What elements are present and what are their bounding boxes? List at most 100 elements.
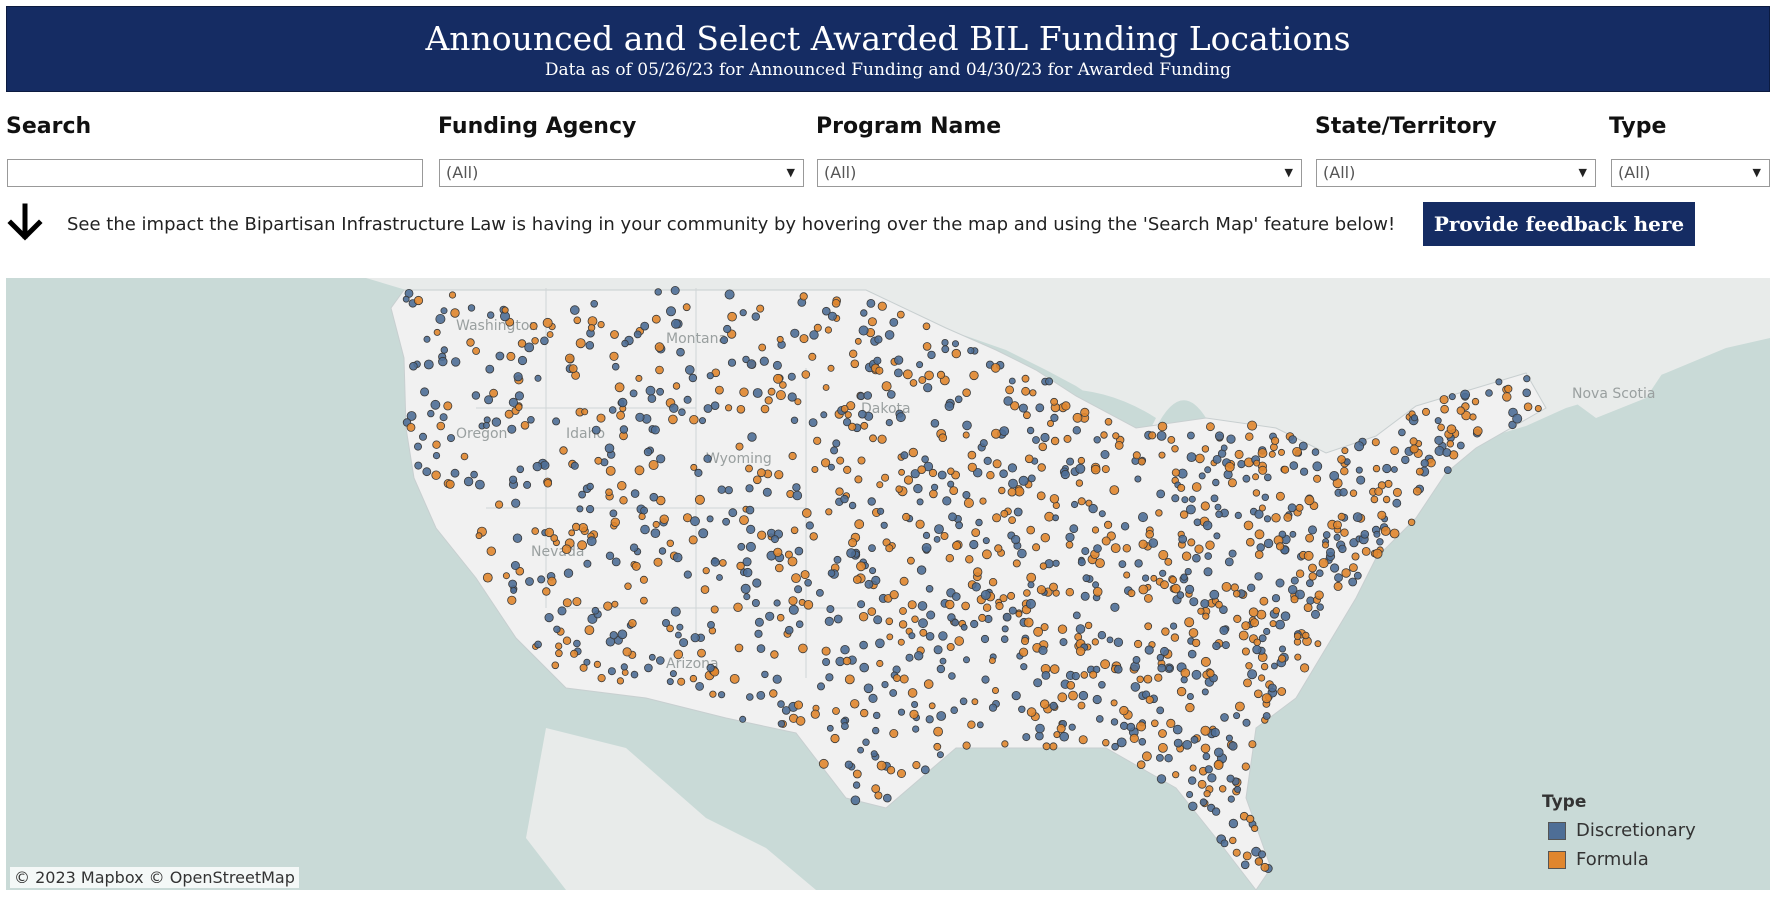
formula-marker[interactable] [767, 387, 776, 396]
discretionary-marker[interactable] [999, 469, 1008, 479]
formula-marker[interactable] [776, 613, 785, 622]
formula-marker[interactable] [734, 643, 744, 653]
discretionary-marker[interactable] [1170, 622, 1178, 630]
formula-marker[interactable] [791, 573, 801, 584]
discretionary-marker[interactable] [644, 663, 653, 673]
formula-marker[interactable] [854, 337, 862, 345]
formula-marker[interactable] [898, 468, 905, 476]
formula-marker[interactable] [907, 556, 915, 565]
discretionary-marker[interactable] [922, 531, 931, 539]
discretionary-marker[interactable] [948, 512, 957, 522]
formula-marker[interactable] [1314, 590, 1324, 600]
discretionary-marker[interactable] [591, 425, 601, 435]
formula-marker[interactable] [1258, 674, 1266, 682]
discretionary-marker[interactable] [746, 524, 756, 534]
formula-marker[interactable] [1049, 582, 1058, 592]
discretionary-marker[interactable] [756, 644, 766, 653]
discretionary-marker[interactable] [717, 691, 726, 699]
discretionary-marker[interactable] [510, 560, 520, 570]
discretionary-marker[interactable] [1110, 602, 1120, 612]
discretionary-marker[interactable] [676, 347, 685, 357]
formula-marker[interactable] [867, 317, 877, 327]
discretionary-marker[interactable] [1075, 624, 1086, 634]
formula-marker[interactable] [776, 335, 784, 343]
discretionary-marker[interactable] [963, 656, 971, 664]
formula-marker[interactable] [1389, 528, 1400, 539]
discretionary-marker[interactable] [470, 470, 478, 479]
formula-marker[interactable] [799, 292, 808, 301]
discretionary-marker[interactable] [944, 401, 955, 411]
formula-marker[interactable] [529, 322, 538, 331]
discretionary-marker[interactable] [1391, 466, 1398, 473]
discretionary-marker[interactable] [925, 715, 934, 724]
discretionary-marker[interactable] [833, 614, 843, 624]
formula-marker[interactable] [1218, 785, 1227, 793]
formula-marker[interactable] [825, 508, 833, 516]
discretionary-marker[interactable] [1050, 413, 1059, 422]
discretionary-marker[interactable] [1156, 653, 1165, 662]
formula-marker[interactable] [1469, 413, 1477, 421]
discretionary-marker[interactable] [467, 304, 476, 312]
discretionary-marker[interactable] [933, 645, 943, 655]
discretionary-marker[interactable] [611, 362, 620, 371]
discretionary-marker[interactable] [669, 403, 679, 413]
formula-marker[interactable] [700, 585, 710, 594]
formula-marker[interactable] [1169, 576, 1177, 584]
discretionary-marker[interactable] [1460, 389, 1471, 400]
discretionary-marker[interactable] [1038, 645, 1048, 655]
discretionary-marker[interactable] [662, 618, 671, 627]
formula-marker[interactable] [1032, 543, 1041, 552]
formula-marker[interactable] [489, 388, 499, 398]
discretionary-marker[interactable] [491, 417, 502, 427]
discretionary-marker[interactable] [920, 765, 930, 775]
formula-marker[interactable] [1138, 584, 1149, 595]
formula-marker[interactable] [1037, 463, 1046, 472]
discretionary-marker[interactable] [1204, 765, 1213, 774]
discretionary-marker[interactable] [591, 606, 600, 615]
formula-marker[interactable] [854, 475, 863, 484]
formula-marker[interactable] [1109, 485, 1120, 496]
discretionary-marker[interactable] [1156, 430, 1167, 441]
formula-marker[interactable] [1232, 848, 1241, 857]
formula-marker[interactable] [640, 596, 648, 605]
discretionary-marker[interactable] [955, 521, 963, 530]
discretionary-marker[interactable] [1008, 377, 1016, 385]
discretionary-marker[interactable] [927, 350, 936, 360]
formula-marker[interactable] [860, 708, 869, 718]
formula-marker[interactable] [1384, 479, 1393, 488]
formula-marker[interactable] [727, 311, 737, 322]
discretionary-marker[interactable] [939, 657, 947, 665]
discretionary-marker[interactable] [1212, 641, 1221, 651]
formula-marker[interactable] [609, 351, 619, 361]
formula-marker[interactable] [1374, 487, 1383, 496]
formula-marker[interactable] [1258, 504, 1266, 512]
discretionary-marker[interactable] [840, 645, 850, 655]
formula-marker[interactable] [1144, 593, 1153, 603]
formula-marker[interactable] [881, 473, 890, 482]
formula-marker[interactable] [1085, 499, 1093, 507]
discretionary-marker[interactable] [1434, 417, 1442, 425]
discretionary-marker[interactable] [1035, 731, 1044, 741]
formula-marker[interactable] [1047, 419, 1055, 427]
formula-marker[interactable] [611, 600, 619, 608]
discretionary-marker[interactable] [1228, 741, 1238, 751]
discretionary-marker[interactable] [788, 604, 799, 615]
formula-marker[interactable] [1349, 489, 1358, 497]
formula-marker[interactable] [1005, 385, 1014, 395]
formula-marker[interactable] [945, 554, 954, 563]
discretionary-marker[interactable] [960, 623, 968, 631]
formula-marker[interactable] [795, 716, 806, 726]
formula-marker[interactable] [962, 388, 971, 397]
formula-marker[interactable] [1278, 448, 1286, 456]
formula-marker[interactable] [938, 433, 948, 443]
discretionary-marker[interactable] [1376, 538, 1384, 546]
formula-marker[interactable] [1302, 631, 1310, 640]
discretionary-marker[interactable] [1240, 860, 1250, 870]
formula-marker[interactable] [710, 605, 719, 614]
formula-marker[interactable] [597, 673, 606, 683]
discretionary-marker[interactable] [1411, 414, 1419, 422]
discretionary-marker[interactable] [1215, 510, 1223, 518]
discretionary-marker[interactable] [1065, 532, 1075, 542]
discretionary-marker[interactable] [1003, 396, 1013, 406]
discretionary-marker[interactable] [552, 417, 561, 426]
